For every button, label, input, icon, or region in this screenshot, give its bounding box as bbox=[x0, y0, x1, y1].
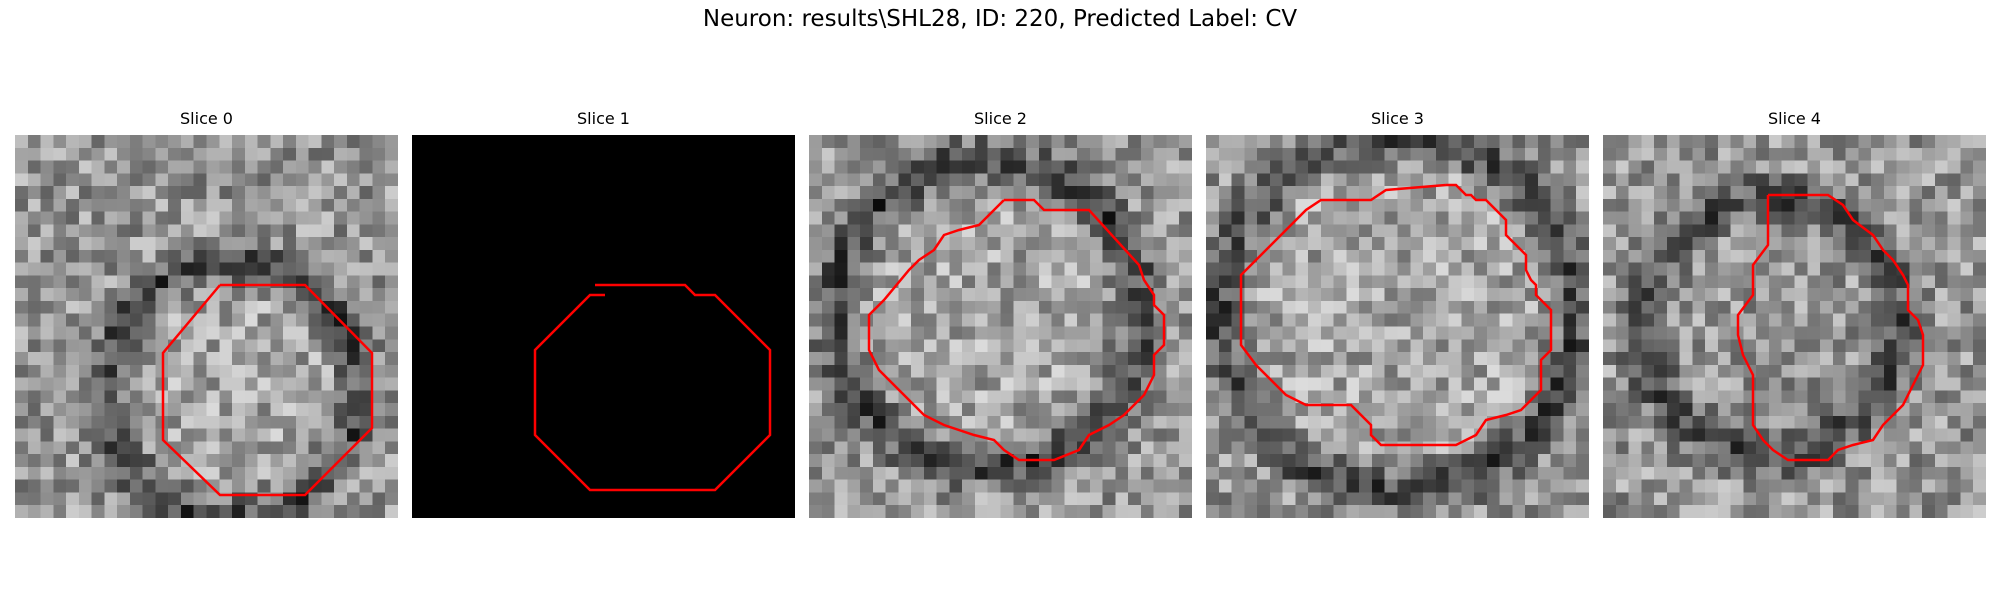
grayscale-image bbox=[15, 135, 398, 518]
slice-panel-1: Slice 1 bbox=[412, 103, 795, 518]
slice-image bbox=[15, 135, 398, 518]
grayscale-image bbox=[1603, 135, 1986, 518]
slice-image bbox=[412, 135, 795, 518]
slice-title: Slice 4 bbox=[1768, 109, 1821, 128]
slice-panel-2: Slice 2 bbox=[809, 103, 1192, 518]
slice-image bbox=[809, 135, 1192, 518]
segmentation-contour bbox=[1736, 193, 1925, 462]
slice-title: Slice 0 bbox=[180, 109, 233, 128]
slice-title: Slice 1 bbox=[577, 109, 630, 128]
slice-image bbox=[1603, 135, 1986, 518]
blank-image bbox=[412, 135, 795, 518]
grayscale-image bbox=[1206, 135, 1589, 518]
slice-title: Slice 3 bbox=[1371, 109, 1424, 128]
slice-title: Slice 2 bbox=[974, 109, 1027, 128]
segmentation-contour bbox=[533, 283, 772, 492]
slice-panel-4: Slice 4 bbox=[1603, 103, 1986, 518]
segmentation-contour bbox=[867, 198, 1166, 462]
segmentation-contour bbox=[1239, 183, 1553, 447]
grayscale-image bbox=[809, 135, 1192, 518]
slice-panel-0: Slice 0 bbox=[15, 103, 398, 518]
figure-title: Neuron: results\SHL28, ID: 220, Predicte… bbox=[702, 6, 1298, 32]
slice-panel-3: Slice 3 bbox=[1206, 103, 1589, 518]
slice-image bbox=[1206, 135, 1589, 518]
segmentation-contour bbox=[161, 283, 374, 497]
